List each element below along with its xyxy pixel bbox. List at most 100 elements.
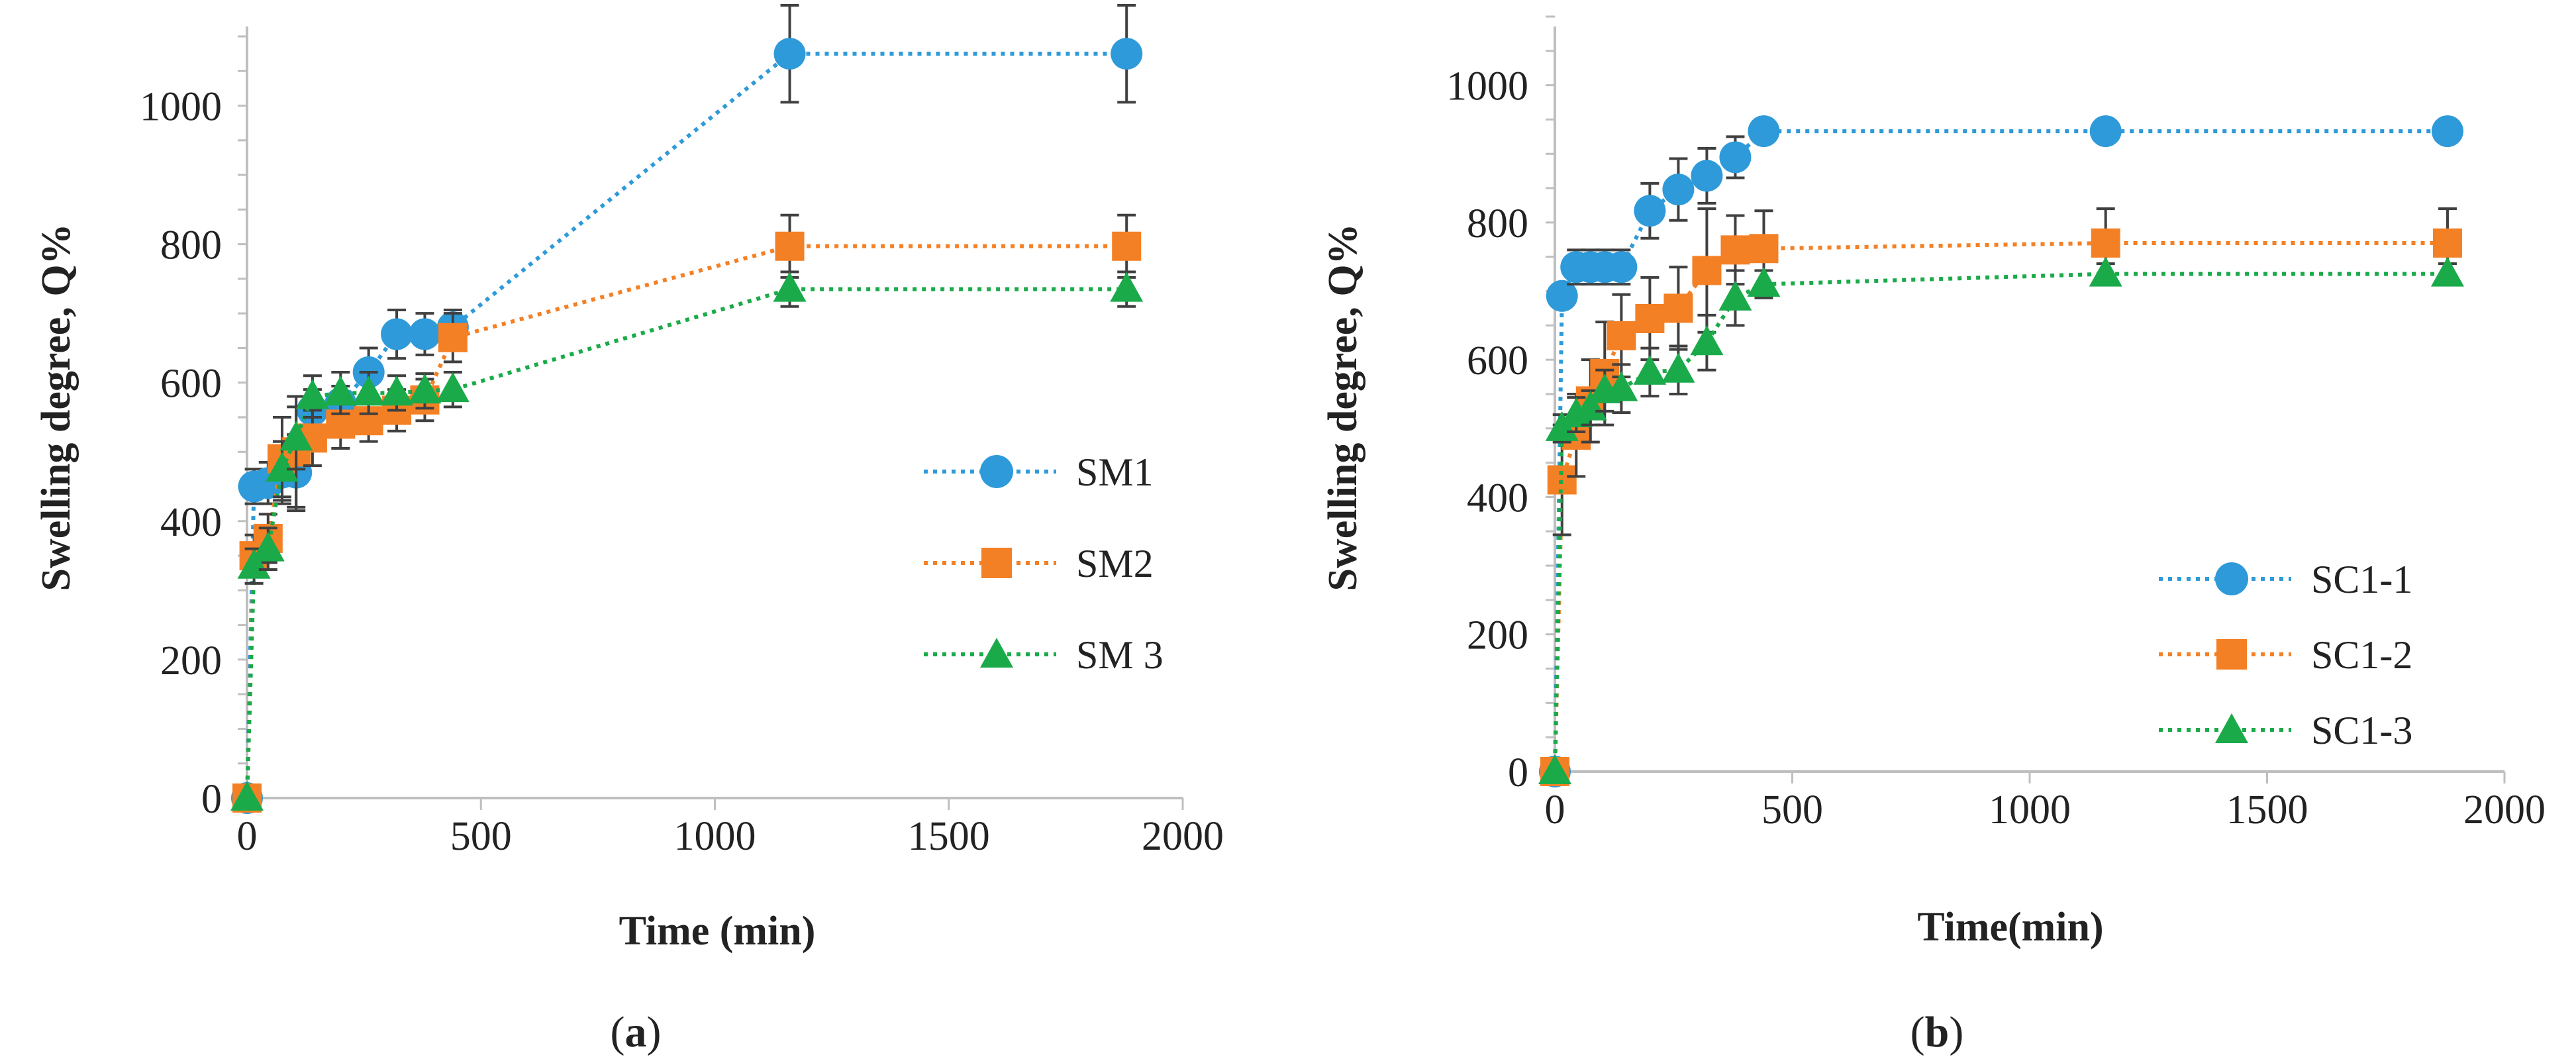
data-point [324,376,358,406]
data-point [1607,321,1636,350]
legend-label-a-sm1: SM1 [1076,450,1154,494]
y-tick-label-b: 1000 [1446,64,1528,109]
data-point [1718,280,1752,311]
y-tick-label-b: 200 [1467,613,1528,658]
series-a-3 [230,270,1144,811]
data-point [1605,251,1638,283]
y-tick-label-a: 0 [201,777,222,822]
x-tick-label-a: 2000 [1142,814,1224,859]
y-tick-label-a: 200 [160,638,222,683]
data-point [1605,371,1638,401]
panel-label-a-letter: a [625,1008,647,1056]
series-layer-b [1538,115,2464,787]
y-tick-label-a: 1000 [140,85,222,130]
data-point [1662,174,1695,206]
data-point [1720,235,1750,265]
legend-label-a-sm3: SM 3 [1076,633,1164,677]
panel-label-b-open: ( [1910,1008,1925,1056]
x-tick-label-a: 1000 [674,814,756,859]
axes-b: 0 200 400 600 800 1000 0 500 1000 1500 2000 [1446,15,2546,832]
data-point [2091,228,2120,258]
data-point [1749,234,1779,264]
data-point [1634,195,1666,227]
data-point [1661,352,1695,383]
y-tick-label-a: 800 [160,223,222,268]
y-tick-label-b: 800 [1467,201,1528,246]
data-point [295,379,329,409]
panel-label-b-close: ) [1949,1008,1963,1056]
data-point [1111,38,1143,70]
data-point [1692,256,1722,285]
chart-panel-a: 0 200 400 600 800 1000 0 500 1000 1500 2000 Swelli… [34,3,1224,1056]
legend-label-b-sc1-3: SC1-3 [2311,709,2412,752]
legend-b: SC1-1 SC1-2 SC1-3 [2159,558,2412,752]
x-tick-label-a: 0 [237,814,258,859]
data-point [1573,390,1607,421]
data-point [2432,228,2462,258]
legend-label-b-sc1-2: SC1-2 [2311,633,2412,677]
x-tick-label-b: 2000 [2463,787,2546,832]
data-point [409,318,441,350]
panel-label-b-letter: b [1925,1008,1950,1056]
data-point [1110,272,1144,302]
legend-item-a-sm1: SM1 [924,450,1154,494]
y-tick-label-b: 400 [1467,476,1528,521]
y-tick-label-a: 400 [160,500,222,545]
data-point [2089,115,2122,148]
data-point [265,452,299,482]
y-axis-title-a: Swelling degree, Q% [34,223,79,591]
data-point [1635,304,1665,333]
data-point [775,231,805,261]
y-tick-label-a: 600 [160,362,222,407]
series-layer-a [230,3,1144,814]
x-tick-label-b: 0 [1545,787,1565,832]
x-tick-label-b: 1000 [1989,787,2071,832]
y-tick-label-b: 600 [1467,338,1528,383]
data-point [1690,325,1724,356]
data-point [2089,256,2122,287]
panel-label-a: (a) [611,1008,662,1056]
data-point [1663,293,1693,323]
data-point [2430,256,2464,287]
data-point [1112,231,1142,261]
legend-label-a-sm2: SM2 [1076,542,1154,585]
legend-label-b-sc1-1: SC1-1 [2311,558,2412,601]
legend-a: SM1 SM2 SM 3 [924,450,1164,677]
data-point [408,374,442,404]
data-point [352,376,385,406]
data-point [251,531,285,562]
data-point [1747,267,1781,297]
data-point [438,323,468,352]
series-b-3 [1538,256,2464,784]
data-point [381,318,413,350]
legend-item-a-sm3: SM 3 [924,633,1164,677]
data-point [380,376,414,406]
chart-panel-b: 0 200 400 600 800 1000 0 500 1000 1500 2000 Swelli… [1320,15,2546,1056]
legend-item-b-sc1-1: SC1-1 [2159,558,2412,601]
y-axis-title-b: Swelling degree, Q% [1320,223,1365,591]
data-point [1748,115,1780,148]
legend-item-b-sc1-2: SC1-2 [2159,633,2412,677]
data-point [1538,754,1571,784]
data-point [1546,279,1578,312]
x-axis-title-b: Time(min) [1917,905,2103,950]
data-point [1633,354,1667,385]
legend-item-a-sm2: SM2 [924,542,1154,585]
panel-label-a-close: ) [647,1008,662,1056]
panel-label-b: (b) [1910,1008,1964,1056]
y-tick-label-b: 0 [1508,750,1528,795]
panel-label-a-open: ( [611,1008,625,1056]
data-point [773,38,806,70]
data-point [436,372,470,403]
x-axis-title-a: Time (min) [619,909,816,954]
data-point [237,548,271,579]
data-point [230,781,264,811]
legend-item-b-sc1-3: SC1-3 [2159,709,2412,752]
axes-a: 0 200 400 600 800 1000 0 500 1000 1500 2000 [140,26,1224,859]
data-point [2431,115,2463,148]
data-point [773,272,807,302]
x-tick-label-b: 500 [1761,787,1823,832]
data-point [1691,160,1723,192]
data-point [1719,141,1752,174]
